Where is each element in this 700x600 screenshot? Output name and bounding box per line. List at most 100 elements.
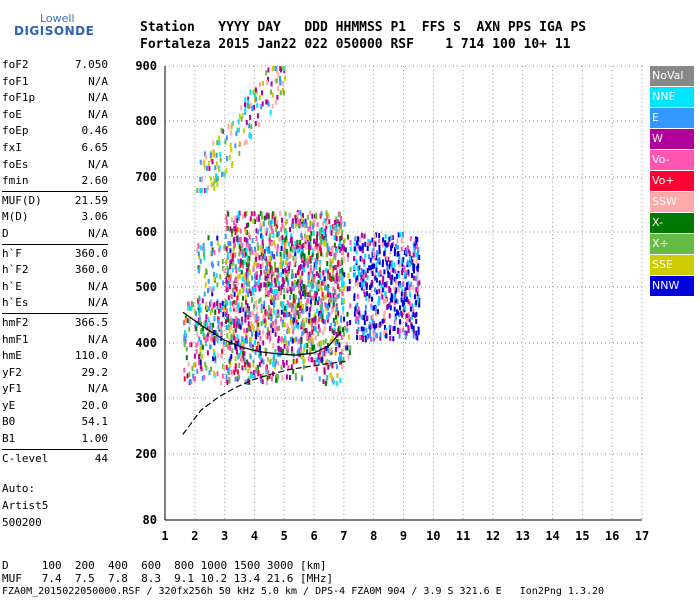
echo-point — [319, 243, 322, 248]
echo-point — [300, 212, 303, 218]
echo-point — [205, 365, 208, 371]
echo-point — [229, 264, 231, 270]
echo-point — [262, 319, 265, 325]
echo-point — [205, 268, 208, 274]
echo-point — [206, 350, 209, 356]
header-line-2: Fortaleza 2015 Jan22 022 050000 RSF 1 71… — [140, 37, 571, 52]
echo-point — [198, 254, 201, 260]
echo-point — [220, 330, 223, 336]
echo-point — [303, 223, 306, 229]
echo-point — [249, 103, 252, 108]
echo-point — [363, 315, 366, 321]
echo-point — [403, 271, 406, 277]
echo-point — [363, 320, 366, 326]
echo-point — [221, 128, 224, 134]
echo-point — [369, 333, 372, 339]
echo-point — [408, 284, 411, 290]
echo-point — [333, 327, 335, 333]
echo-point — [202, 251, 205, 257]
echo-point — [269, 287, 272, 293]
echo-point — [275, 319, 278, 325]
echo-point — [258, 362, 261, 368]
echo-point — [365, 295, 368, 301]
echo-point — [406, 318, 408, 323]
echo-point — [260, 377, 263, 383]
echo-point — [278, 345, 280, 351]
echo-point — [325, 267, 328, 273]
echo-point — [227, 211, 230, 217]
param-value: 3.06 — [81, 210, 109, 224]
param-label: M(D) — [2, 210, 29, 224]
echo-point — [360, 314, 363, 320]
echo-point — [233, 323, 235, 329]
echo-point — [338, 224, 341, 229]
echo-point — [281, 240, 284, 246]
echo-point — [355, 277, 358, 283]
echo-point — [299, 218, 302, 224]
echo-point — [204, 337, 207, 343]
echo-point — [256, 331, 259, 337]
echo-point — [233, 226, 236, 232]
echo-point — [374, 287, 376, 293]
echo-point — [335, 216, 338, 222]
x-tick-label: 16 — [605, 529, 619, 543]
echo-point — [240, 269, 243, 275]
echo-point — [412, 312, 415, 317]
echo-point — [205, 154, 208, 160]
echo-point — [229, 241, 232, 246]
echo-point — [216, 338, 219, 344]
echo-point — [346, 345, 349, 351]
echo-point — [260, 270, 262, 276]
echo-point — [242, 295, 244, 301]
echo-point — [270, 294, 273, 300]
x-tick-label: 15 — [575, 529, 589, 543]
echo-point — [327, 361, 330, 367]
echo-point — [317, 280, 320, 285]
echo-point — [229, 306, 232, 312]
x-tick-label: 3 — [221, 529, 228, 543]
echo-point — [284, 249, 287, 255]
echo-point — [357, 236, 360, 242]
echo-point — [274, 100, 277, 105]
echo-point — [337, 327, 340, 333]
echo-point — [294, 240, 297, 246]
echo-point — [246, 230, 249, 236]
echo-point — [341, 297, 344, 303]
echo-point — [418, 255, 421, 260]
echo-point — [334, 231, 337, 237]
param-value: N/A — [88, 226, 108, 240]
echo-point — [292, 293, 295, 299]
echo-point — [185, 355, 188, 361]
echo-point — [213, 340, 216, 346]
echo-point — [332, 379, 335, 385]
echo-point — [309, 245, 312, 251]
echo-point — [211, 263, 214, 269]
echo-point — [198, 310, 201, 316]
echo-point — [392, 267, 395, 273]
echo-point — [356, 329, 359, 335]
echo-point — [213, 250, 216, 255]
echo-point — [296, 219, 299, 225]
echo-point — [384, 330, 387, 335]
echo-point — [228, 154, 231, 160]
echo-point — [287, 285, 290, 291]
echo-point — [296, 211, 299, 217]
param-value: N/A — [88, 74, 108, 88]
echo-point — [270, 316, 272, 322]
echo-point — [271, 266, 273, 272]
echo-point — [245, 211, 248, 217]
echo-point — [360, 326, 363, 332]
param-value: 1.00 — [81, 432, 109, 446]
echo-point — [394, 269, 397, 275]
echo-point — [280, 349, 283, 355]
echo-point — [277, 310, 280, 316]
echo-point — [403, 265, 406, 271]
echo-point — [272, 294, 275, 300]
echo-point — [409, 236, 412, 242]
echo-point — [307, 281, 310, 287]
echo-point — [341, 267, 344, 273]
echo-point — [256, 242, 259, 248]
echo-point — [242, 307, 245, 313]
echo-point — [245, 242, 248, 248]
echo-point — [243, 140, 246, 146]
